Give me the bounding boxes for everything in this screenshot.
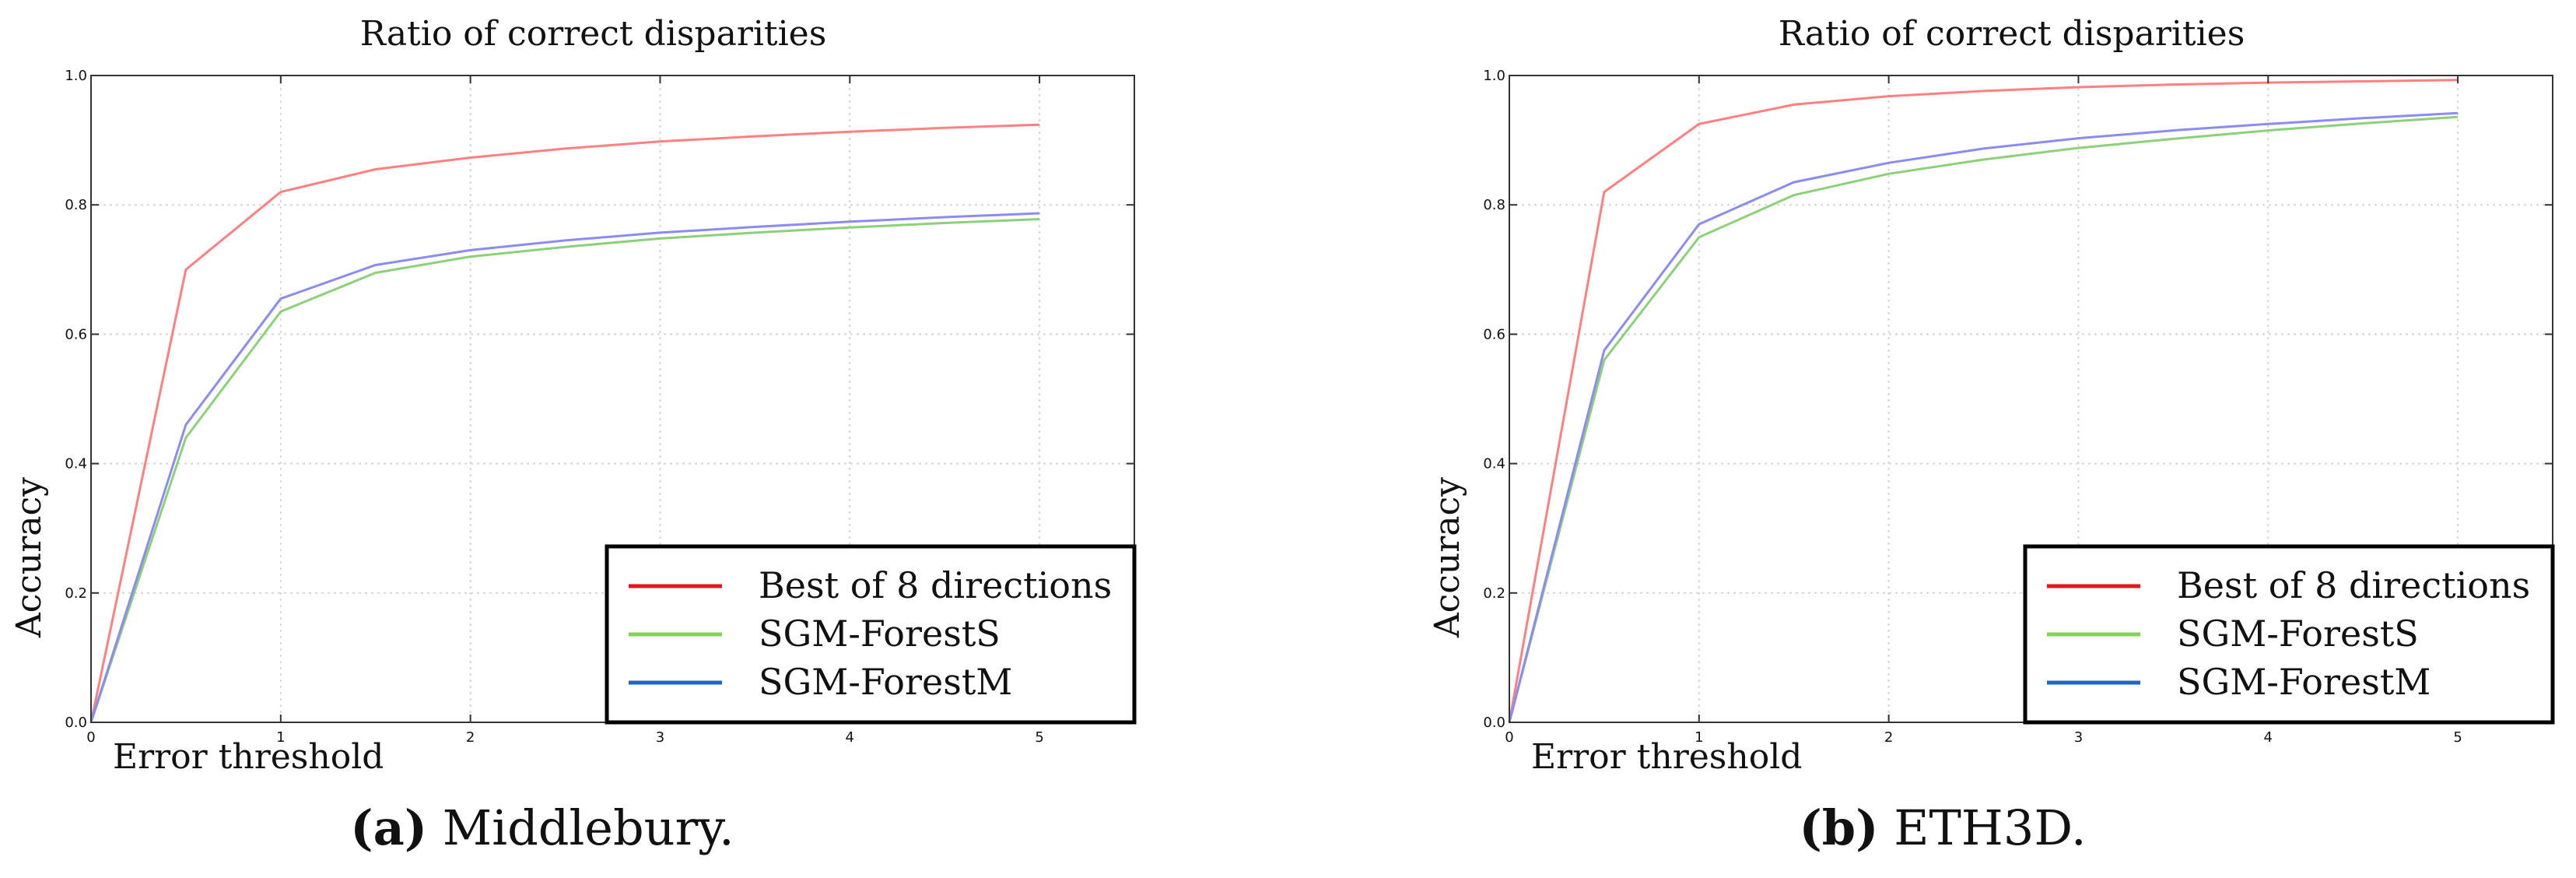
x-tick-label: 1 (1695, 729, 1703, 746)
panel-eth3d: Ratio of correct disparities 0 1 2 3 4 5 0.0 0.2… (1428, 14, 2555, 856)
chart-title: Ratio of correct disparities (1779, 14, 2245, 54)
x-tick-label: 0 (1505, 729, 1513, 746)
y-tick-label: 0.2 (65, 585, 87, 602)
y-tick-label: 0.8 (65, 197, 87, 213)
series-line-best-of-8-directions (89, 123, 1040, 723)
caption-text: Middlebury. (427, 799, 734, 856)
legend-label: SGM-ForestS (759, 613, 1001, 655)
x-tick-label: 4 (2264, 729, 2273, 746)
series-line-sgm-forestm (1508, 111, 2459, 723)
y-tick-label: 0.0 (1483, 715, 1505, 731)
x-tick-label: 3 (656, 729, 664, 746)
series-line-sgm-forests (89, 218, 1040, 723)
y-tick-label: 0.2 (1483, 585, 1505, 602)
y-tick-label: 1.0 (65, 68, 87, 84)
y-tick-label: 0.8 (1483, 197, 1505, 213)
x-tick-label: 5 (1035, 729, 1043, 746)
figure-caption: (a) Middlebury. (350, 799, 734, 856)
legend-label: SGM-ForestM (2177, 661, 2431, 703)
y-tick-label: 0.0 (65, 715, 87, 731)
x-tick-label: 2 (1884, 729, 1893, 746)
panel-middlebury: Ratio of correct disparities 0 1 2 3 4 5 0.0 0.2… (9, 14, 1137, 856)
y-tick-label: 0.6 (1483, 326, 1505, 342)
y-tick-label: 0.4 (65, 456, 87, 472)
x-tick-label: 5 (2453, 729, 2462, 746)
series-line-sgm-forestm (89, 212, 1040, 723)
x-tick-label: 0 (86, 729, 95, 746)
chart-title: Ratio of correct disparities (360, 14, 827, 54)
caption-text: ETH3D. (1878, 799, 2086, 856)
legend-label: SGM-ForestM (759, 661, 1012, 703)
y-axis-label: Accuracy (1428, 477, 1467, 638)
series-line-sgm-forests (1508, 115, 2459, 723)
x-tick-label: 2 (466, 729, 475, 746)
legend-label: SGM-ForestS (2177, 613, 2419, 655)
y-tick-label: 0.4 (1483, 456, 1505, 472)
x-tick-label: 1 (276, 729, 285, 746)
caption-prefix: (a) (350, 799, 427, 856)
x-tick-label: 4 (846, 729, 854, 746)
legend-label: Best of 8 directions (2177, 564, 2530, 606)
y-tick-label: 1.0 (1483, 68, 1505, 84)
x-axis-label: Error threshold (1531, 737, 1802, 777)
series-line-best-of-8-directions (1508, 79, 2459, 723)
caption-prefix: (b) (1799, 799, 1878, 856)
figure-caption: (b) ETH3D. (1799, 799, 2086, 856)
x-axis-label: Error threshold (113, 737, 384, 777)
legend-label: Best of 8 directions (759, 564, 1112, 606)
x-tick-label: 3 (2074, 729, 2083, 746)
y-axis-label: Accuracy (9, 477, 49, 638)
y-tick-label: 0.6 (65, 326, 87, 342)
